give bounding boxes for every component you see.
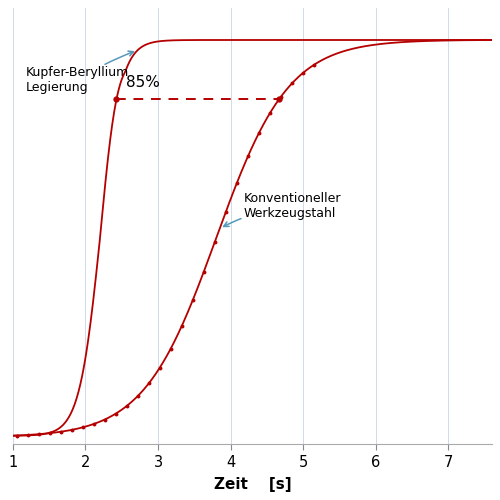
Text: 85%: 85% [126, 76, 160, 90]
X-axis label: Zeit    [s]: Zeit [s] [214, 476, 291, 492]
Text: Konventioneller
Werkzeugstahl: Konventioneller Werkzeugstahl [224, 192, 341, 226]
Text: Kupfer-Beryllium
Legierung: Kupfer-Beryllium Legierung [26, 51, 134, 94]
